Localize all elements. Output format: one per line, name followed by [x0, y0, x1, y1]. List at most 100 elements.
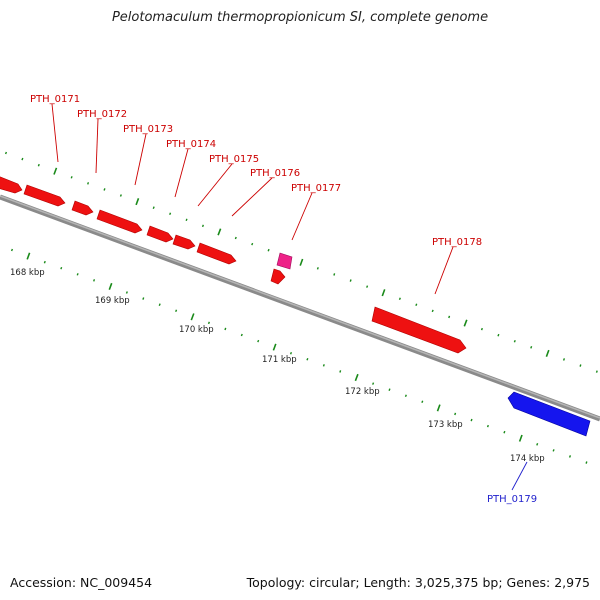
minor-tick — [257, 339, 260, 343]
minor-tick — [372, 382, 375, 385]
minor-tick — [251, 242, 254, 246]
kbp-label: 172 kbp — [345, 387, 380, 397]
minor-tick — [185, 218, 188, 222]
minor-tick — [398, 297, 401, 301]
minor-tick — [421, 400, 424, 404]
minor-tick — [43, 260, 46, 264]
minor-tick — [503, 430, 506, 434]
gene-arrow-pth-0171[interactable] — [23, 184, 66, 207]
kbp-label: 171 kbp — [262, 355, 297, 365]
gene-label-pth-0178[interactable]: PTH_0178 — [432, 237, 482, 248]
minor-tick — [169, 212, 172, 216]
major-tick — [299, 258, 304, 266]
major-tick — [217, 228, 222, 236]
minor-tick — [562, 358, 566, 361]
minor-tick — [322, 364, 325, 367]
minor-tick — [568, 455, 572, 458]
minor-tick — [103, 188, 106, 191]
minor-tick — [366, 285, 369, 288]
kbp-label: 168 kbp — [10, 268, 45, 278]
minor-tick — [530, 346, 533, 349]
minor-tick — [10, 248, 14, 252]
callout-line-pth-0178 — [434, 246, 454, 295]
major-tick — [272, 343, 277, 351]
minor-tick — [37, 163, 40, 167]
callout-line-pth-0173 — [134, 133, 147, 186]
callout-line-pth-0175 — [197, 163, 233, 207]
gene-callouts: PTH_0171 PTH_0172 PTH_0173 PTH_0174 PTH_… — [30, 94, 537, 505]
gene-arrow-pth-0174[interactable] — [146, 225, 174, 243]
major-tick — [53, 167, 58, 175]
minor-tick — [513, 339, 516, 343]
gene-label-pth-0179[interactable]: PTH_0179 — [487, 494, 537, 505]
minor-tick — [595, 370, 598, 373]
major-tick — [463, 319, 468, 327]
backbone — [0, 194, 600, 422]
minor-tick — [207, 321, 210, 325]
minor-tick — [142, 297, 145, 300]
major-tick — [135, 198, 140, 206]
minor-tick — [234, 236, 237, 240]
major-tick — [518, 434, 523, 442]
minor-tick — [87, 182, 90, 185]
minor-tick — [431, 309, 434, 313]
kbp-label: 174 kbp — [510, 454, 545, 464]
backbone-line — [0, 194, 600, 422]
kbp-labels: 168 kbp 169 kbp 170 kbp 171 kbp 172 kbp … — [10, 268, 545, 464]
minor-tick — [224, 327, 227, 331]
minor-tick — [21, 157, 24, 161]
gene-label-pth-0172[interactable]: PTH_0172 — [77, 109, 127, 120]
gene-label-pth-0177[interactable]: PTH_0177 — [291, 183, 341, 194]
gene-arrow[interactable] — [0, 176, 23, 194]
gene-arrow-pth-0176[interactable] — [196, 242, 237, 265]
minor-tick — [470, 418, 473, 422]
gene-arrow-pth-0173[interactable] — [96, 209, 143, 234]
callout-line-pth-0177 — [291, 192, 313, 241]
callout-line-pth-0174 — [174, 148, 189, 198]
major-tick — [436, 404, 441, 412]
gene-label-pth-0173[interactable]: PTH_0173 — [123, 124, 173, 135]
minor-tick — [119, 194, 122, 197]
gene-arrow-pth-0178[interactable] — [371, 306, 467, 354]
backbone-highlight — [0, 195, 600, 419]
gene-arrow[interactable] — [270, 268, 286, 285]
gene-arrow-pth-0175[interactable] — [172, 234, 196, 250]
major-tick — [354, 373, 359, 382]
callout-line-pth-0179 — [511, 461, 528, 491]
minor-tick — [93, 279, 96, 282]
major-tick — [190, 313, 195, 321]
kbp-label: 173 kbp — [428, 420, 463, 430]
minor-tick — [388, 388, 391, 391]
gene-arrow-pth-0172[interactable] — [71, 200, 94, 216]
gene-label-pth-0171[interactable]: PTH_0171 — [30, 94, 80, 105]
minor-tick — [70, 176, 73, 179]
gene-label-pth-0174[interactable]: PTH_0174 — [166, 139, 216, 150]
minor-tick — [480, 327, 483, 331]
minor-tick — [333, 273, 336, 276]
minor-tick — [158, 303, 161, 306]
minor-tick — [404, 394, 407, 398]
map-title: Pelotomaculum thermopropionicum SI, comp… — [111, 10, 489, 25]
outer-tick-ring — [4, 151, 598, 373]
gene-label-pth-0175[interactable]: PTH_0175 — [209, 154, 259, 165]
genome-summary-text: Topology: circular; Length: 3,025,375 bp… — [246, 575, 590, 590]
minor-tick — [152, 206, 155, 209]
callout-line-pth-0172 — [95, 118, 99, 174]
minor-tick — [349, 279, 352, 282]
kbp-label: 170 kbp — [179, 325, 214, 335]
minor-tick — [306, 358, 309, 361]
minor-tick — [267, 248, 270, 252]
gene-box-pth-0177[interactable] — [276, 252, 293, 270]
gene-arrow-pth-0179[interactable] — [507, 391, 591, 437]
gene-label-pth-0176[interactable]: PTH_0176 — [250, 168, 300, 179]
minor-tick — [76, 273, 79, 276]
minor-tick — [552, 449, 555, 452]
minor-tick — [415, 303, 418, 307]
major-tick — [545, 349, 550, 357]
minor-tick — [201, 224, 204, 228]
kbp-label: 169 kbp — [95, 296, 130, 306]
major-tick — [26, 252, 31, 260]
gene-features — [0, 176, 591, 437]
inner-tick-ring — [10, 248, 588, 464]
